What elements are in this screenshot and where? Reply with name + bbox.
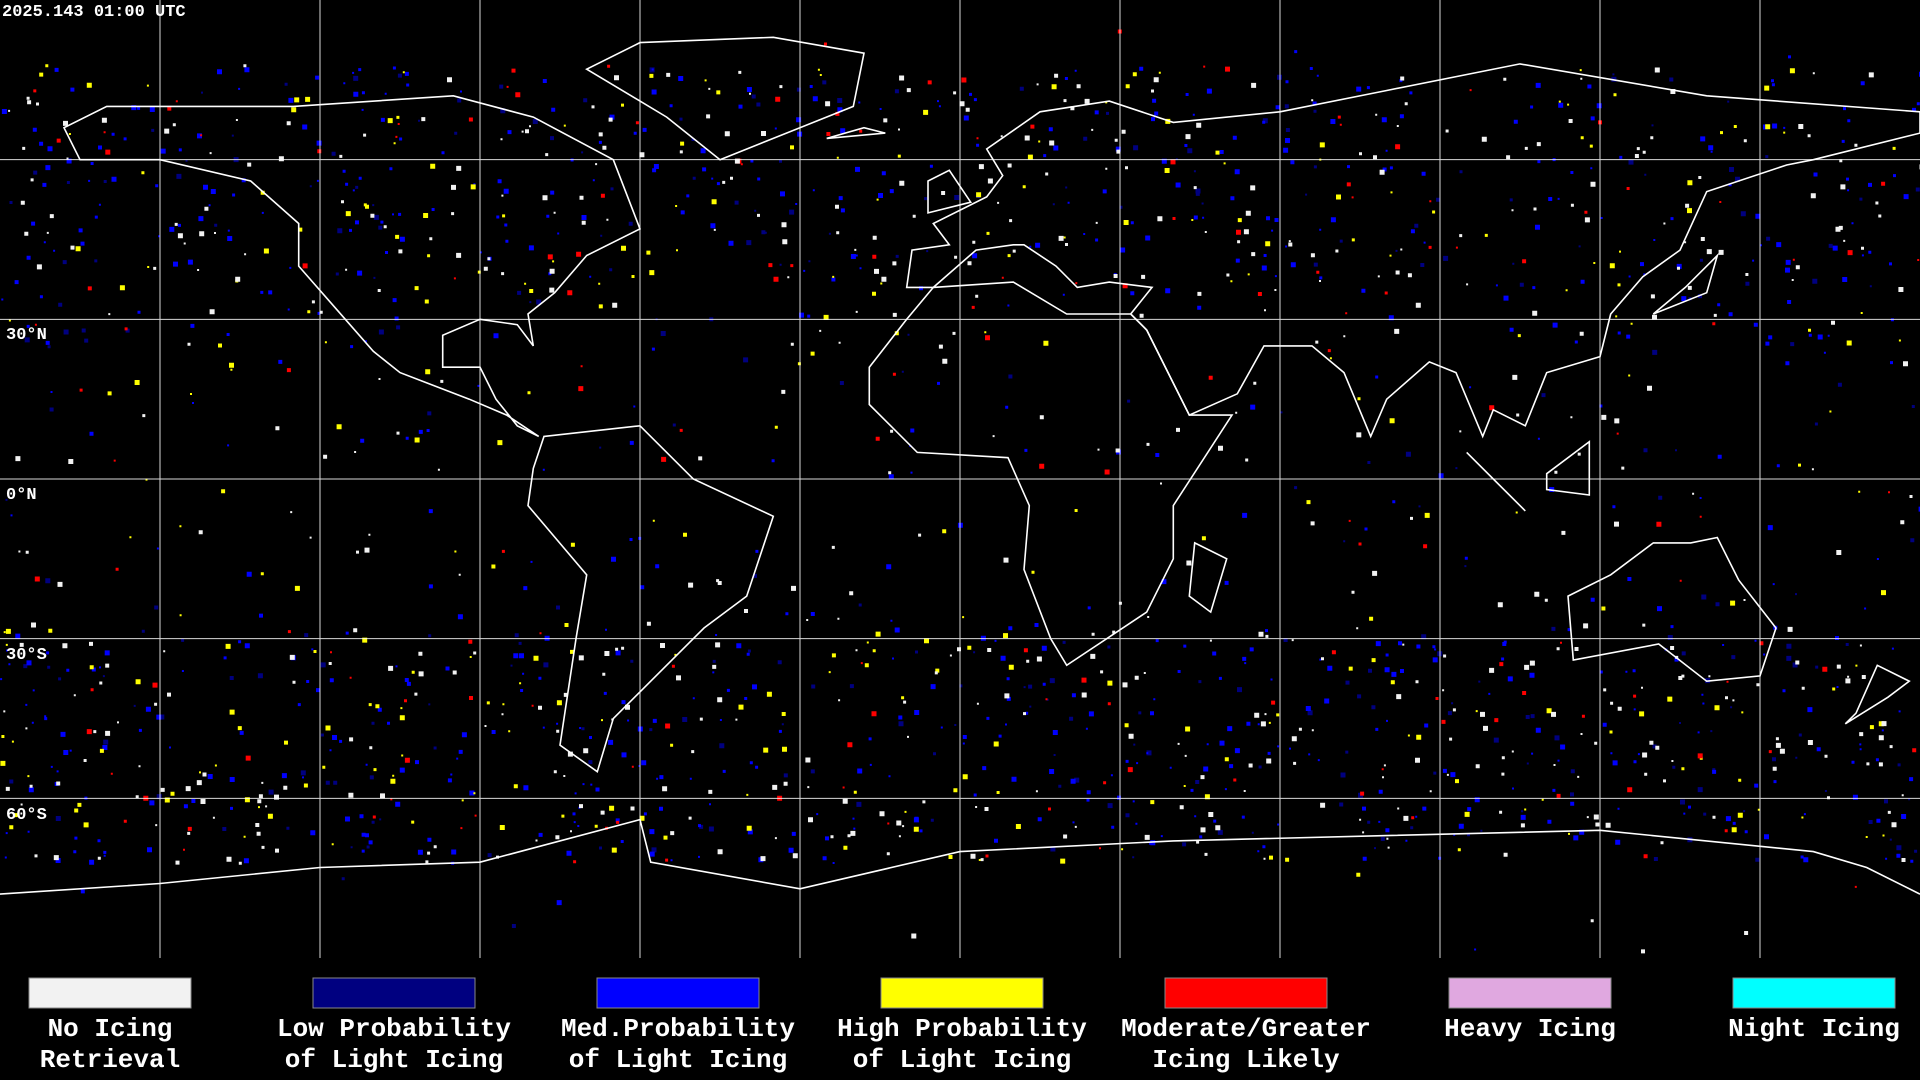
coastline bbox=[1652, 252, 1719, 315]
coastline bbox=[826, 126, 886, 140]
coastline bbox=[927, 169, 972, 214]
legend-label: No Icing bbox=[48, 1014, 173, 1044]
coastline bbox=[0, 818, 1920, 895]
legend-label: Heavy Icing bbox=[1444, 1014, 1616, 1044]
legend-label: Med.Probability bbox=[561, 1014, 795, 1044]
coastline bbox=[585, 36, 865, 161]
legend-swatch bbox=[596, 977, 760, 1009]
legend-label: Moderate/Greater bbox=[1121, 1014, 1371, 1044]
coastline bbox=[1466, 451, 1526, 512]
legend-label: Night Icing bbox=[1728, 1014, 1900, 1044]
legend-label: Retrieval bbox=[40, 1045, 180, 1075]
legend-label: of Light Icing bbox=[285, 1045, 503, 1075]
latitude-label: 60°S bbox=[6, 806, 47, 825]
coastline bbox=[1188, 541, 1228, 614]
timestamp: 2025.143 01:00 UTC bbox=[2, 3, 186, 22]
legend-swatch bbox=[1732, 977, 1896, 1009]
legend-label: of Light Icing bbox=[853, 1045, 1071, 1075]
legend-swatch bbox=[1164, 977, 1328, 1009]
legend-label: High Probability bbox=[837, 1014, 1087, 1044]
coastline bbox=[62, 94, 642, 438]
latitude-label: 30°S bbox=[6, 646, 47, 665]
latitude-label: 30°N bbox=[6, 326, 47, 345]
coastline bbox=[1545, 440, 1591, 496]
legend-swatch bbox=[312, 977, 476, 1009]
coastline bbox=[527, 424, 775, 773]
legend-swatch bbox=[880, 977, 1044, 1009]
coastlines bbox=[0, 36, 1920, 895]
graticule bbox=[0, 0, 1920, 958]
coastline bbox=[868, 281, 1234, 667]
latitude-label: 0°N bbox=[6, 486, 37, 505]
legend-label: of Light Icing bbox=[569, 1045, 787, 1075]
legend-label: Icing Likely bbox=[1152, 1045, 1340, 1075]
coastline bbox=[1567, 536, 1777, 683]
legend-swatch bbox=[28, 977, 192, 1009]
coastline bbox=[905, 63, 1920, 439]
coastline bbox=[1844, 664, 1911, 725]
legend-label: Low Probability bbox=[277, 1014, 511, 1044]
legend-swatch bbox=[1448, 977, 1612, 1009]
